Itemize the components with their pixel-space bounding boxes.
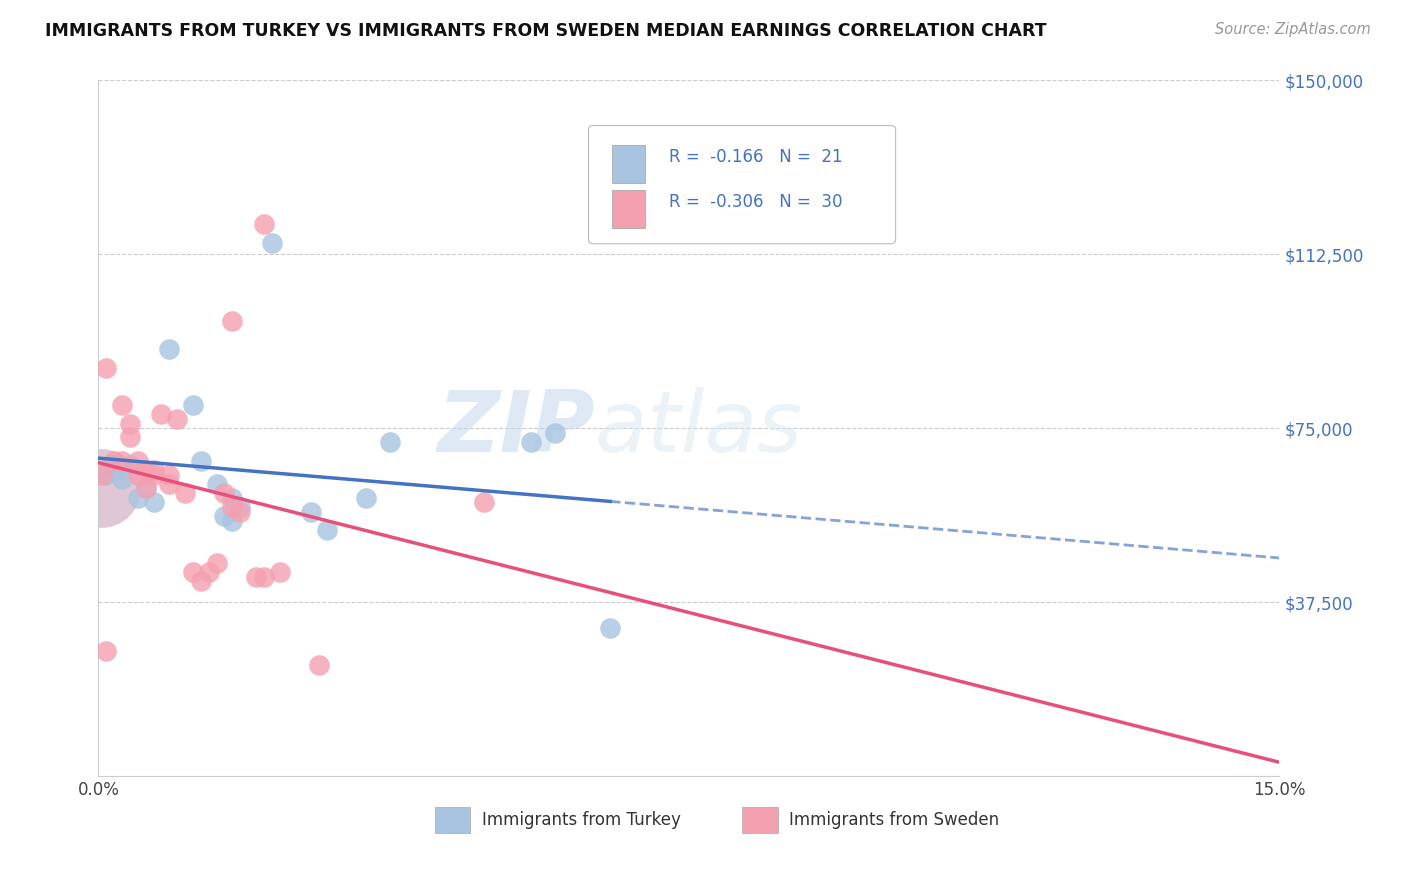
Point: [118, 417, 141, 431]
Point: [229, 505, 252, 519]
Point: [214, 509, 236, 524]
Point: [181, 398, 204, 412]
Point: [221, 491, 243, 505]
Point: [90, 482, 112, 496]
Point: [253, 217, 276, 231]
Point: [174, 486, 197, 500]
Point: [135, 482, 157, 496]
Bar: [612, 145, 645, 183]
Bar: [612, 189, 645, 227]
Text: ZIP: ZIP: [437, 386, 595, 470]
Point: [111, 472, 134, 486]
Point: [157, 467, 180, 482]
Point: [214, 486, 236, 500]
Text: R =  -0.306   N =  30: R = -0.306 N = 30: [669, 193, 842, 211]
Point: [520, 435, 543, 450]
Point: [544, 425, 567, 440]
Point: [157, 476, 180, 491]
Point: [150, 407, 173, 421]
Point: [299, 505, 322, 519]
Text: Immigrants from Turkey: Immigrants from Turkey: [482, 811, 681, 829]
Point: [253, 569, 276, 583]
Point: [91, 467, 114, 482]
Point: [142, 495, 165, 509]
Bar: [742, 806, 778, 833]
Point: [118, 430, 141, 444]
Point: [98, 458, 121, 473]
Point: [221, 314, 243, 328]
Point: [260, 235, 283, 250]
Point: [308, 657, 330, 672]
Point: [118, 458, 141, 473]
Point: [142, 463, 165, 477]
Point: [315, 523, 337, 537]
Point: [181, 565, 204, 579]
Text: atlas: atlas: [595, 386, 803, 470]
Point: [269, 565, 291, 579]
Point: [127, 491, 149, 505]
Point: [221, 514, 243, 528]
Point: [599, 621, 621, 635]
Point: [166, 412, 188, 426]
Point: [197, 565, 219, 579]
Point: [111, 453, 134, 467]
Point: [190, 574, 212, 589]
Text: Immigrants from Sweden: Immigrants from Sweden: [789, 811, 1000, 829]
Point: [221, 500, 243, 514]
Text: Source: ZipAtlas.com: Source: ZipAtlas.com: [1215, 22, 1371, 37]
Point: [135, 463, 157, 477]
Point: [127, 453, 149, 467]
Point: [111, 398, 134, 412]
Point: [472, 495, 495, 509]
Bar: [434, 806, 471, 833]
Point: [90, 482, 112, 496]
Point: [96, 644, 118, 658]
Point: [245, 569, 267, 583]
Point: [93, 467, 115, 482]
Text: R =  -0.166   N =  21: R = -0.166 N = 21: [669, 148, 842, 166]
Text: IMMIGRANTS FROM TURKEY VS IMMIGRANTS FROM SWEDEN MEDIAN EARNINGS CORRELATION CHA: IMMIGRANTS FROM TURKEY VS IMMIGRANTS FRO…: [45, 22, 1046, 40]
Point: [229, 500, 252, 514]
Point: [96, 360, 118, 375]
FancyBboxPatch shape: [589, 126, 896, 244]
Point: [127, 467, 149, 482]
Point: [354, 491, 377, 505]
Point: [142, 467, 165, 482]
Point: [378, 435, 401, 450]
Point: [205, 556, 228, 570]
Point: [190, 453, 212, 467]
Point: [103, 453, 125, 467]
Point: [157, 343, 180, 357]
Point: [205, 476, 228, 491]
Point: [103, 463, 125, 477]
Point: [135, 482, 157, 496]
